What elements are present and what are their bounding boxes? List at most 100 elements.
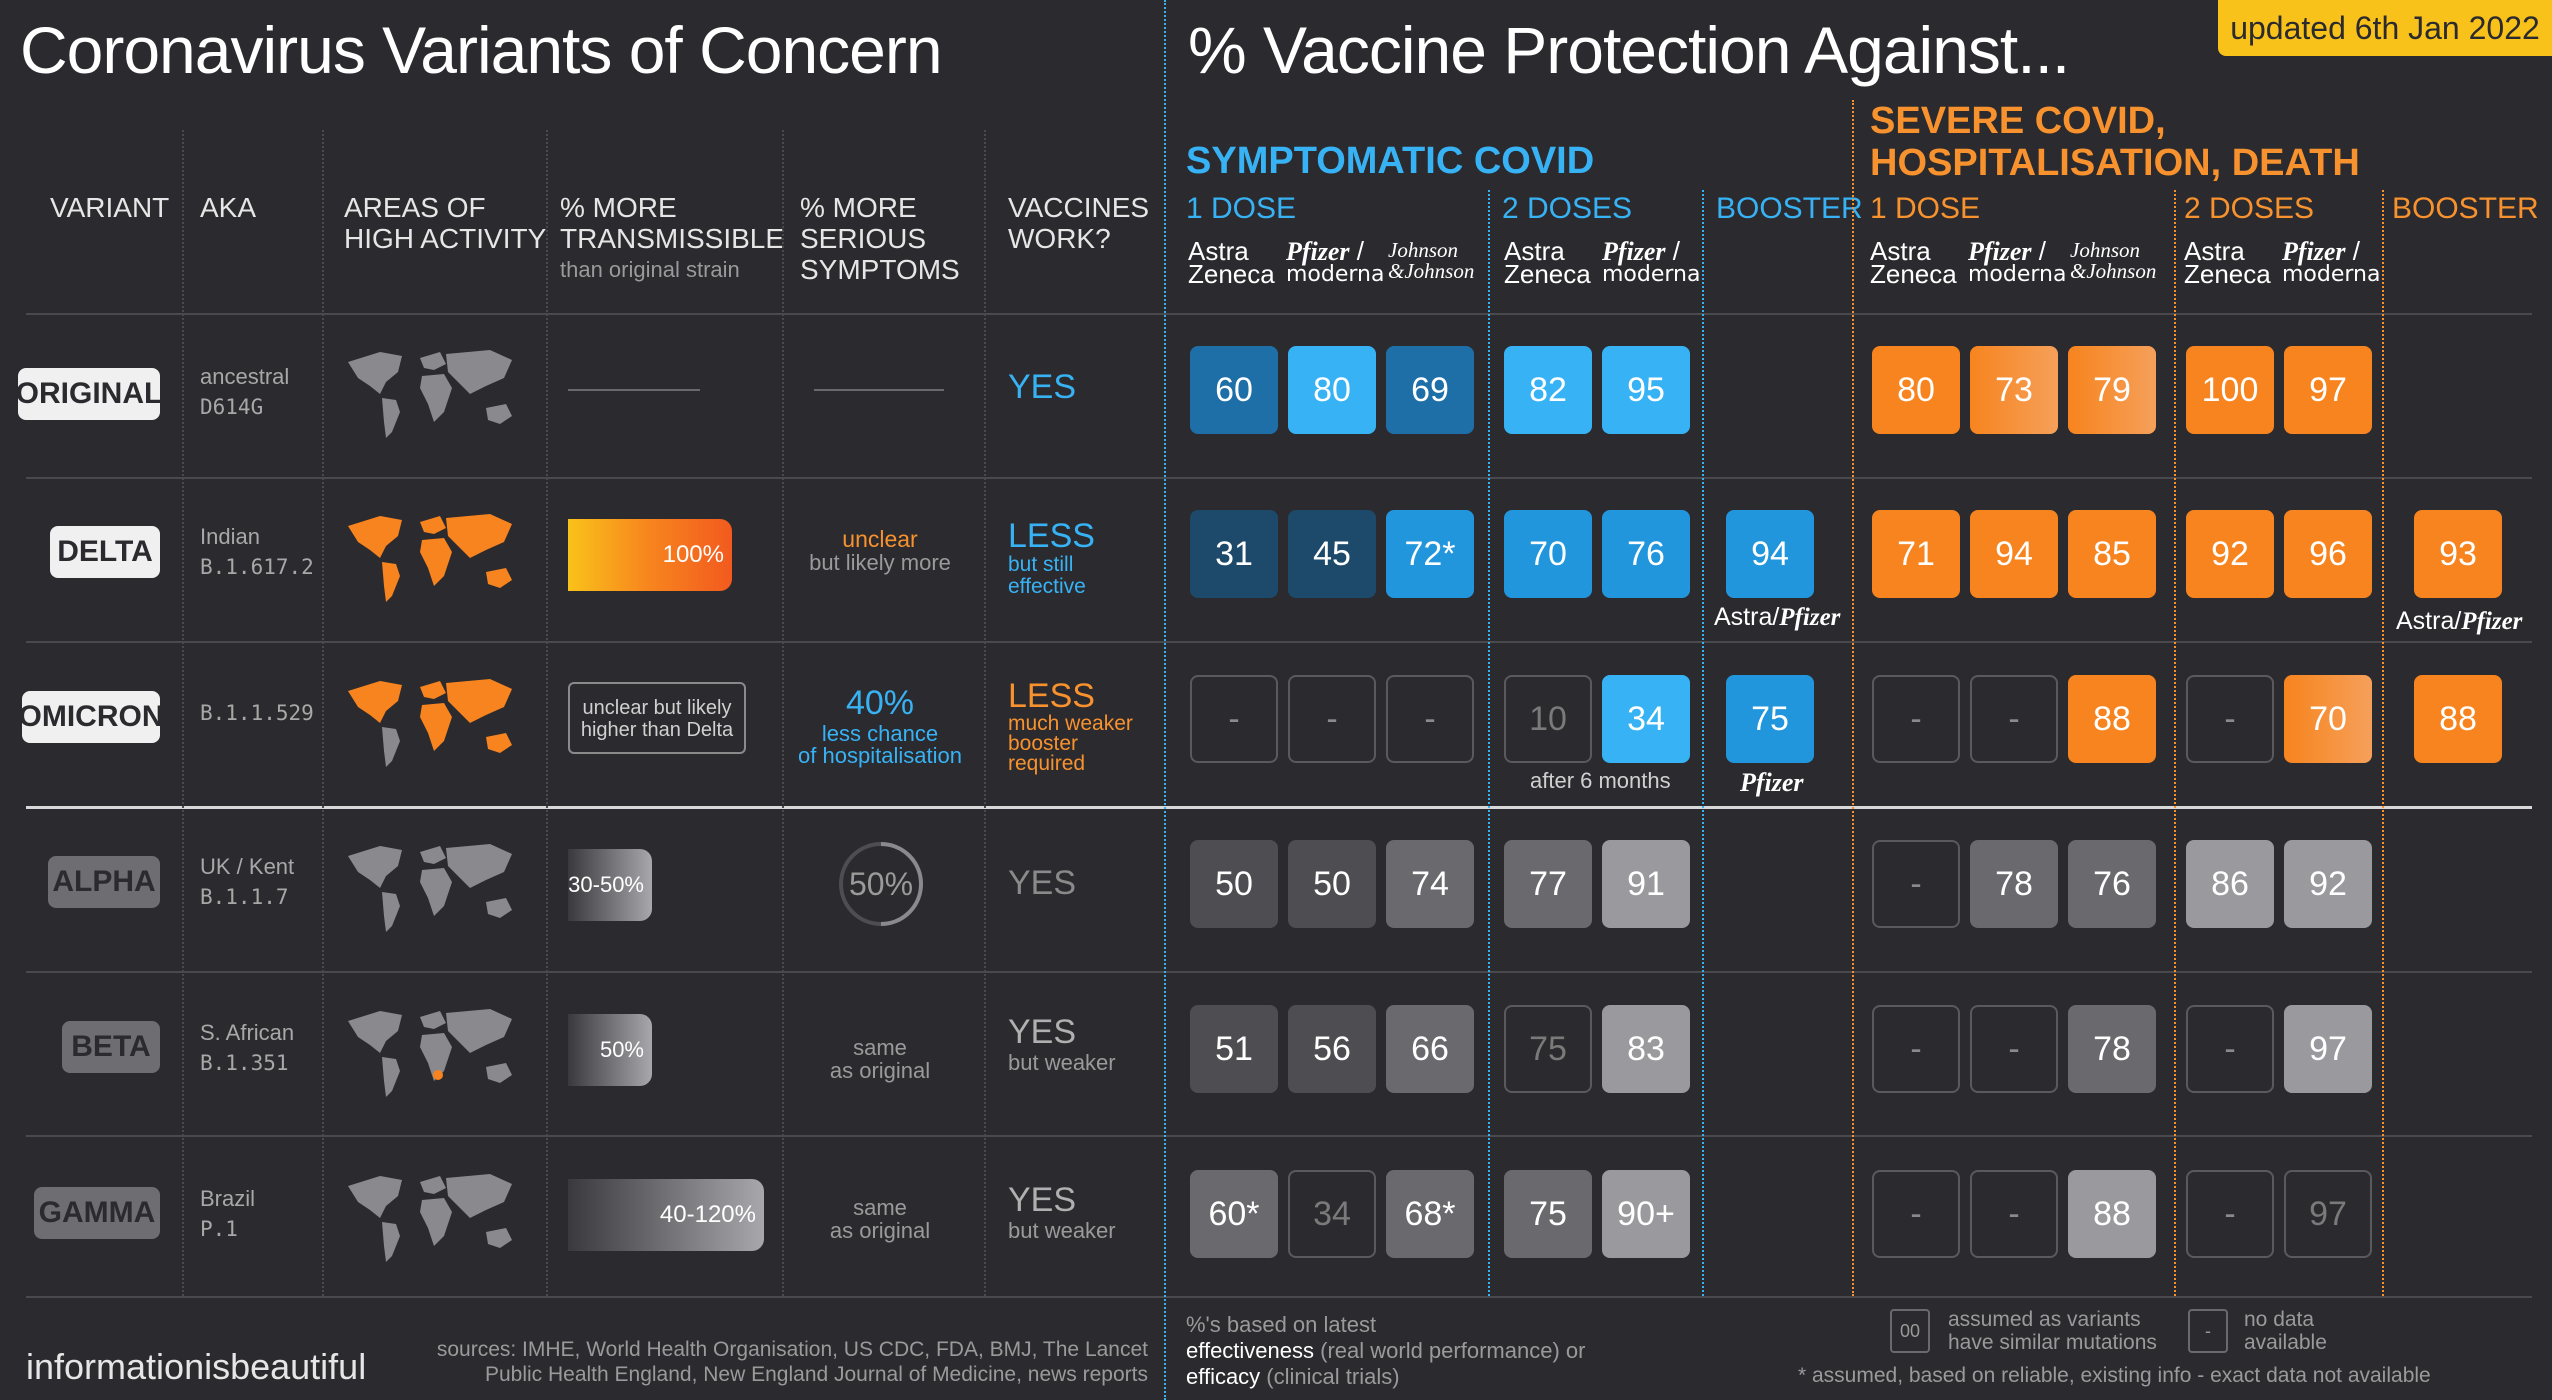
- protection-cell-alpha: 91: [1602, 840, 1690, 928]
- protection-cell-delta: 94: [1970, 510, 2058, 598]
- astrazeneca-logo: Astra Zeneca: [1870, 236, 1957, 289]
- protection-cell-omicron: 70: [2284, 675, 2372, 763]
- vacc-omicron: LESS much weaker booster required: [1008, 677, 1133, 775]
- pfizer-moderna-logo: Pfizer / moderna: [1602, 236, 1701, 287]
- protection-cell-original: 95: [1602, 346, 1690, 434]
- footer-sources: sources: IMHE, World Health Organisation…: [436, 1338, 1148, 1386]
- protection-cell-delta: 85: [2068, 510, 2156, 598]
- vacc-alpha: YES: [1008, 864, 1077, 902]
- protection-cell-delta: 45: [1288, 510, 1376, 598]
- protection-cell-original: 97: [2284, 346, 2372, 434]
- aka-delta: Indian B.1.617.2: [200, 524, 314, 579]
- updated-prefix: updated: [2230, 9, 2355, 46]
- col-divider: [2382, 190, 2384, 1296]
- protection-cell-delta: 31: [1190, 510, 1278, 598]
- protection-cell-alpha: 92: [2284, 840, 2372, 928]
- serious-beta: same as original: [829, 1035, 931, 1083]
- col-areas: AREAS OF HIGH ACTIVITY: [344, 192, 547, 254]
- row-divider: [26, 971, 2532, 973]
- section-title: % Vaccine Protection Against...: [1188, 13, 2070, 87]
- protection-cell-beta: 75: [1504, 1005, 1592, 1093]
- serious-none-original: [814, 389, 944, 391]
- booster-note-delta-sym: Astra/Pfizer: [1714, 603, 1841, 631]
- astrazeneca-logo: Astra Zeneca: [1188, 236, 1275, 289]
- protection-cell-delta: 76: [1602, 510, 1690, 598]
- protection-cell-omicron: 75: [1726, 675, 1814, 763]
- world-map-icon: [340, 1001, 520, 1101]
- aka-gamma: Brazil P.1: [200, 1186, 256, 1241]
- protection-cell-beta: 78: [2068, 1005, 2156, 1093]
- aka-omicron: B.1.1.529: [200, 701, 314, 725]
- protection-cell-original: 79: [2068, 346, 2156, 434]
- protection-cell-omicron: -: [1872, 675, 1960, 763]
- astrazeneca-logo: Astra Zeneca: [1504, 236, 1591, 289]
- protection-cell-omicron: -: [1190, 675, 1278, 763]
- protection-cell-alpha: 50: [1190, 840, 1278, 928]
- protection-cell-beta: 56: [1288, 1005, 1376, 1093]
- footer-assumed-note: * assumed, based on reliable, existing i…: [1798, 1364, 2431, 1387]
- updated-badge: updated 6th Jan 2022: [2218, 0, 2552, 56]
- protection-cell-beta: -: [1872, 1005, 1960, 1093]
- johnson-logo: Johnson &Johnson: [2070, 238, 2157, 283]
- protection-cell-alpha: 50: [1288, 840, 1376, 928]
- protection-cell-omicron: 10: [1504, 675, 1592, 763]
- johnson-logo: Johnson &Johnson: [1388, 238, 1475, 283]
- pfizer-moderna-logo: Pfizer / moderna: [1968, 236, 2067, 287]
- serious-delta: unclear but likely more: [809, 526, 951, 575]
- protection-cell-original: 82: [1504, 346, 1592, 434]
- protection-cell-gamma: -: [2186, 1170, 2274, 1258]
- page-title: Coronavirus Variants of Concern: [20, 13, 943, 87]
- protection-cell-beta: 83: [1602, 1005, 1690, 1093]
- protection-cell-delta: 70: [1504, 510, 1592, 598]
- protection-cell-alpha: 76: [2068, 840, 2156, 928]
- protection-cell-delta: 94: [1726, 510, 1814, 598]
- variant-alpha: ALPHA: [48, 856, 160, 908]
- sev-one-dose: 1 DOSE: [1870, 192, 1981, 225]
- protection-cell-gamma: 68*: [1386, 1170, 1474, 1258]
- protection-cell-gamma: 90+: [1602, 1170, 1690, 1258]
- footer-note: %'s based on latest effectiveness (real …: [1186, 1312, 1586, 1389]
- sym-one-dose: 1 DOSE: [1186, 192, 1297, 225]
- col-divider: [546, 130, 548, 1296]
- variant-original: ORIGINAL: [16, 368, 162, 420]
- protection-cell-delta: 92: [2186, 510, 2274, 598]
- vacc-original: YES: [1008, 368, 1077, 406]
- col-divider: [182, 130, 184, 1296]
- trans-none-original: [568, 389, 700, 391]
- vacc-gamma: YES but weaker: [1008, 1181, 1116, 1243]
- protection-cell-omicron: 34: [1602, 675, 1690, 763]
- protection-cell-delta: 93: [2414, 510, 2502, 598]
- serious-ring-alpha: 50%: [838, 841, 924, 927]
- col-aka: AKA: [200, 192, 257, 223]
- serious-omicron: 40% less chance of hospitalisation: [798, 684, 962, 768]
- world-map-icon: [340, 506, 520, 606]
- footer-brand: informationisbeautiful: [26, 1346, 367, 1387]
- variant-omicron: OMICRON: [19, 691, 164, 743]
- legend-assumed-text: assumed as variants have similar mutation…: [1948, 1308, 2157, 1354]
- protection-cell-gamma: 88: [2068, 1170, 2156, 1258]
- symptomatic-header: SYMPTOMATIC COVID: [1186, 140, 1595, 182]
- protection-cell-alpha: 86: [2186, 840, 2274, 928]
- col-divider: [782, 130, 784, 1296]
- vacc-beta: YES but weaker: [1008, 1013, 1116, 1075]
- pfizer-moderna-logo: Pfizer / moderna: [2282, 236, 2381, 287]
- protection-cell-original: 60: [1190, 346, 1278, 434]
- protection-cell-delta: 71: [1872, 510, 1960, 598]
- aka-alpha: UK / Kent B.1.1.7: [200, 854, 295, 909]
- protection-cell-gamma: 60*: [1190, 1170, 1278, 1258]
- col-divider: [322, 130, 324, 1296]
- row-divider: [26, 477, 2532, 479]
- protection-cell-delta: 96: [2284, 510, 2372, 598]
- world-map-icon: [340, 671, 520, 771]
- col-divider: [1702, 190, 1704, 1296]
- protection-cell-beta: -: [1970, 1005, 2058, 1093]
- row-divider-major: [26, 806, 2532, 809]
- col-transmissible: % MORE TRANSMISSIBLE than original strain: [560, 192, 785, 282]
- protection-cell-omicron: 88: [2414, 675, 2502, 763]
- trans-bar-alpha: 30-50%: [568, 849, 652, 921]
- sev-booster: BOOSTER: [2392, 192, 2539, 225]
- row-divider: [26, 641, 2532, 643]
- row-divider: [26, 313, 2532, 315]
- protection-cell-omicron: -: [1288, 675, 1376, 763]
- booster-note-omicron: Pfizer: [1740, 768, 1804, 797]
